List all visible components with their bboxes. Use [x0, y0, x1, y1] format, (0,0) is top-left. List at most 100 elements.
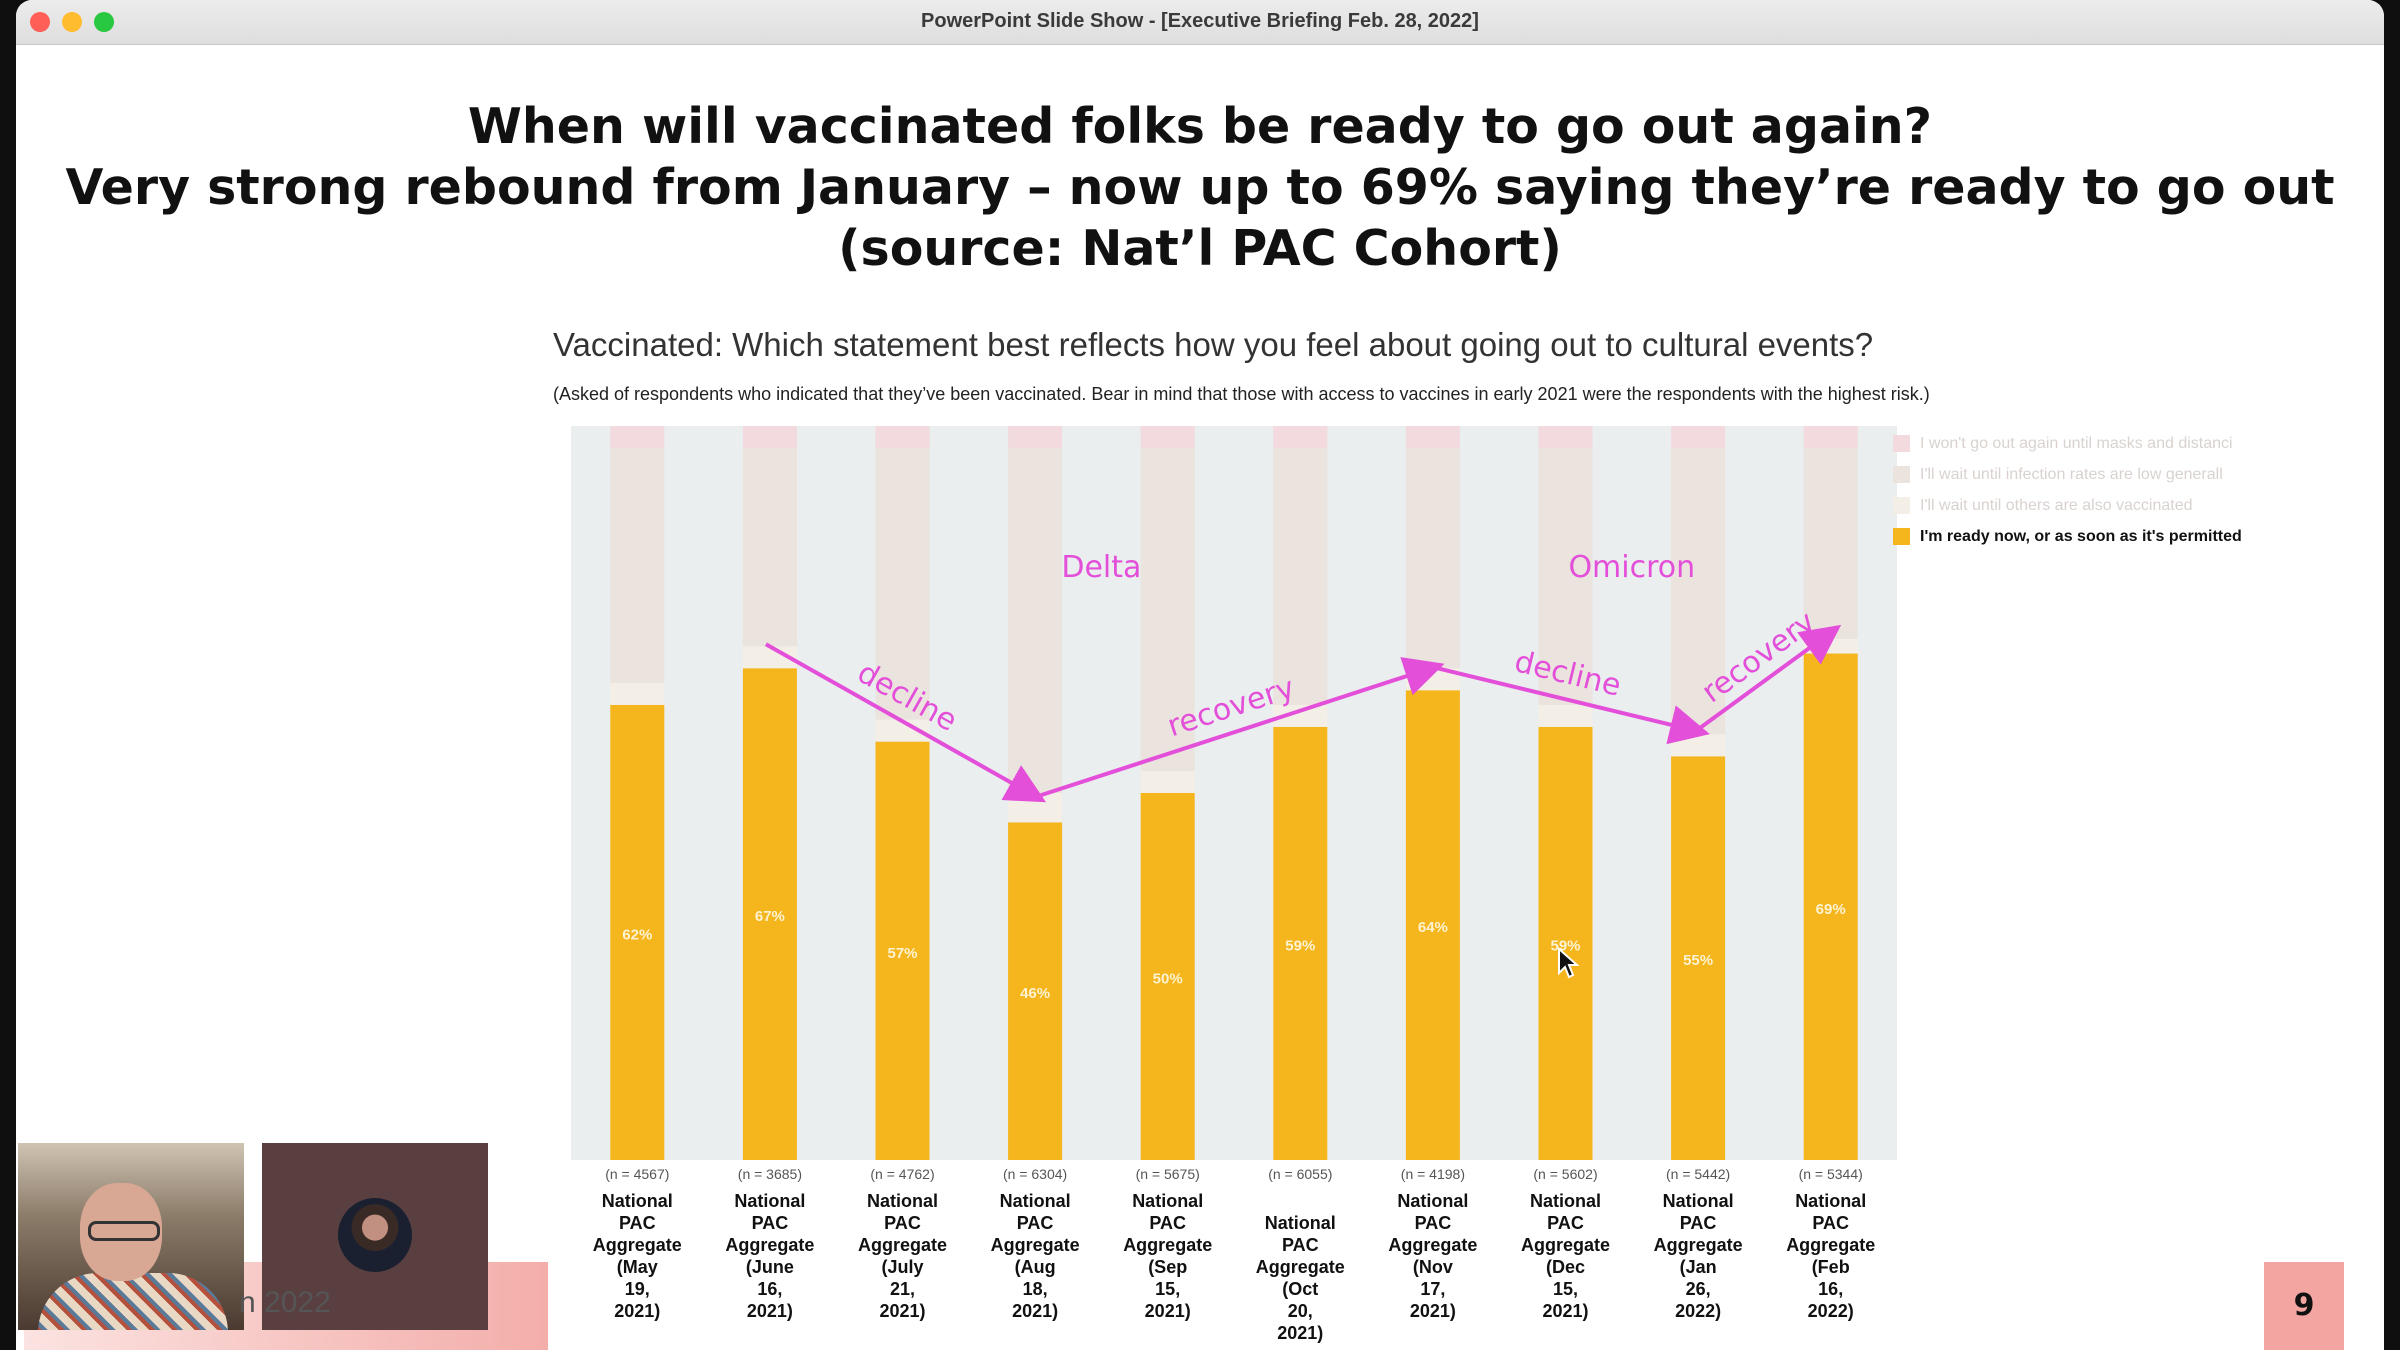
category-label: PAC — [752, 1213, 789, 1233]
legend-swatch — [1893, 497, 1910, 514]
category-label: 15, — [1553, 1279, 1578, 1299]
presenter-glasses — [88, 1221, 160, 1241]
legend-item: I won't go out again until masks and dis… — [1893, 428, 2242, 459]
category-label: (May — [617, 1257, 658, 1277]
sample-size-label: (n = 6055) — [1268, 1166, 1332, 1182]
bar-segment-0-1 — [742, 668, 797, 1160]
sample-size-label: (n = 4762) — [870, 1166, 934, 1182]
data-label: 50% — [1153, 971, 1183, 988]
headline-line-3: (source: Nat’l PAC Cohort) — [838, 220, 1562, 277]
bar-segment-0-2 — [875, 741, 930, 1160]
data-label: 69% — [1816, 901, 1846, 918]
chart-note: (Asked of respondents who indicated that… — [553, 384, 1930, 404]
category-label: National — [734, 1191, 805, 1211]
bar-segment-2-4 — [1140, 448, 1195, 771]
category-label: PAC — [1149, 1213, 1186, 1233]
category-label: 2021) — [747, 1301, 793, 1321]
data-label: 57% — [887, 945, 917, 962]
bar-segment-2-0 — [610, 448, 665, 683]
bar-segment-1-8 — [1671, 734, 1726, 757]
window-title: PowerPoint Slide Show - [Executive Brief… — [921, 10, 1479, 32]
data-label: 67% — [755, 908, 785, 925]
category-label: PAC — [1415, 1213, 1452, 1233]
data-label: 59% — [1285, 937, 1315, 954]
category-label: (Aug — [1015, 1257, 1056, 1277]
bar-segment-0-9 — [1803, 653, 1858, 1160]
category-label: National — [867, 1191, 938, 1211]
maximize-window-button[interactable] — [94, 12, 114, 32]
minimize-window-button[interactable] — [62, 12, 82, 32]
category-label: Aggregate — [1786, 1235, 1875, 1255]
category-label: 20, — [1288, 1301, 1313, 1321]
category-label: 18, — [1023, 1279, 1048, 1299]
category-label: Aggregate — [1521, 1235, 1610, 1255]
bar-segment-2-2 — [875, 448, 930, 720]
category-label: 21, — [890, 1279, 915, 1299]
category-label: (Dec — [1546, 1257, 1585, 1277]
category-label: Aggregate — [991, 1235, 1080, 1255]
bar-segment-2-8 — [1671, 448, 1726, 735]
trend-arrow — [1428, 664, 1710, 745]
phase-label: Omicron — [1568, 550, 1695, 585]
category-label: National — [602, 1191, 673, 1211]
bar-segment-3-3 — [1008, 426, 1063, 449]
bar-segment-2-6 — [1405, 448, 1460, 669]
sample-size-label: (n = 5344) — [1799, 1166, 1863, 1182]
data-label: 59% — [1550, 937, 1580, 954]
bar-segment-1-4 — [1140, 770, 1195, 793]
legend-label: I'll wait until infection rates are low … — [1920, 465, 2223, 483]
presenter-shirt — [38, 1273, 228, 1330]
bar-segment-2-7 — [1538, 448, 1593, 705]
bar-segment-1-0 — [610, 682, 665, 705]
category-label: 16, — [1818, 1279, 1843, 1299]
trend-arrow — [1692, 624, 1842, 734]
category-label: National — [1000, 1191, 1071, 1211]
slide-headline: When will vaccinated folks be ready to g… — [0, 96, 2400, 279]
category-label: Aggregate — [1123, 1235, 1212, 1255]
legend-label: I'll wait until others are also vaccinat… — [1920, 496, 2193, 514]
bar-segment-0-8 — [1671, 756, 1726, 1160]
category-label: (Feb — [1812, 1257, 1850, 1277]
trend-arrow — [1030, 657, 1445, 801]
category-label: (Nov — [1413, 1257, 1453, 1277]
sample-size-label: (n = 3685) — [738, 1166, 802, 1182]
category-label: National — [1530, 1191, 1601, 1211]
video-tile-presenter[interactable] — [18, 1143, 244, 1330]
category-label: (July — [881, 1257, 923, 1277]
category-label: Aggregate — [725, 1235, 814, 1255]
bar-segment-1-2 — [875, 719, 930, 742]
bar-segment-0-3 — [1008, 822, 1063, 1160]
bar-segment-0-5 — [1273, 726, 1328, 1160]
category-label: (Oct — [1282, 1279, 1318, 1299]
category-label: PAC — [1812, 1213, 1849, 1233]
category-label: 2021) — [1012, 1301, 1058, 1321]
legend-label: I won't go out again until masks and dis… — [1920, 434, 2233, 452]
category-label: (Jan — [1680, 1257, 1717, 1277]
category-label: 2021) — [1277, 1323, 1323, 1343]
category-label: PAC — [619, 1213, 656, 1233]
legend-label: I'm ready now, or as soon as it's permit… — [1920, 527, 2242, 545]
category-label: Aggregate — [858, 1235, 947, 1255]
sample-size-label: (n = 5602) — [1533, 1166, 1597, 1182]
legend-swatch — [1893, 466, 1910, 483]
category-label: National — [1397, 1191, 1468, 1211]
category-label: National — [1132, 1191, 1203, 1211]
bar-segment-1-5 — [1273, 704, 1328, 727]
category-label: PAC — [1017, 1213, 1054, 1233]
bar-segment-2-5 — [1273, 448, 1328, 705]
category-label: 2021) — [614, 1301, 660, 1321]
bar-segment-3-9 — [1803, 426, 1858, 449]
category-label: PAC — [1282, 1235, 1319, 1255]
bar-segment-2-3 — [1008, 448, 1063, 793]
category-label: PAC — [1547, 1213, 1584, 1233]
bar-segment-3-2 — [875, 426, 930, 449]
video-tile-participant[interactable] — [262, 1143, 488, 1330]
category-label: Aggregate — [1654, 1235, 1743, 1255]
bar-segment-0-7 — [1538, 726, 1593, 1160]
category-label: 2021) — [1145, 1301, 1191, 1321]
category-label: 2021) — [1542, 1301, 1588, 1321]
bar-segment-1-7 — [1538, 704, 1593, 727]
bar-segment-3-8 — [1671, 426, 1726, 449]
close-window-button[interactable] — [30, 12, 50, 32]
